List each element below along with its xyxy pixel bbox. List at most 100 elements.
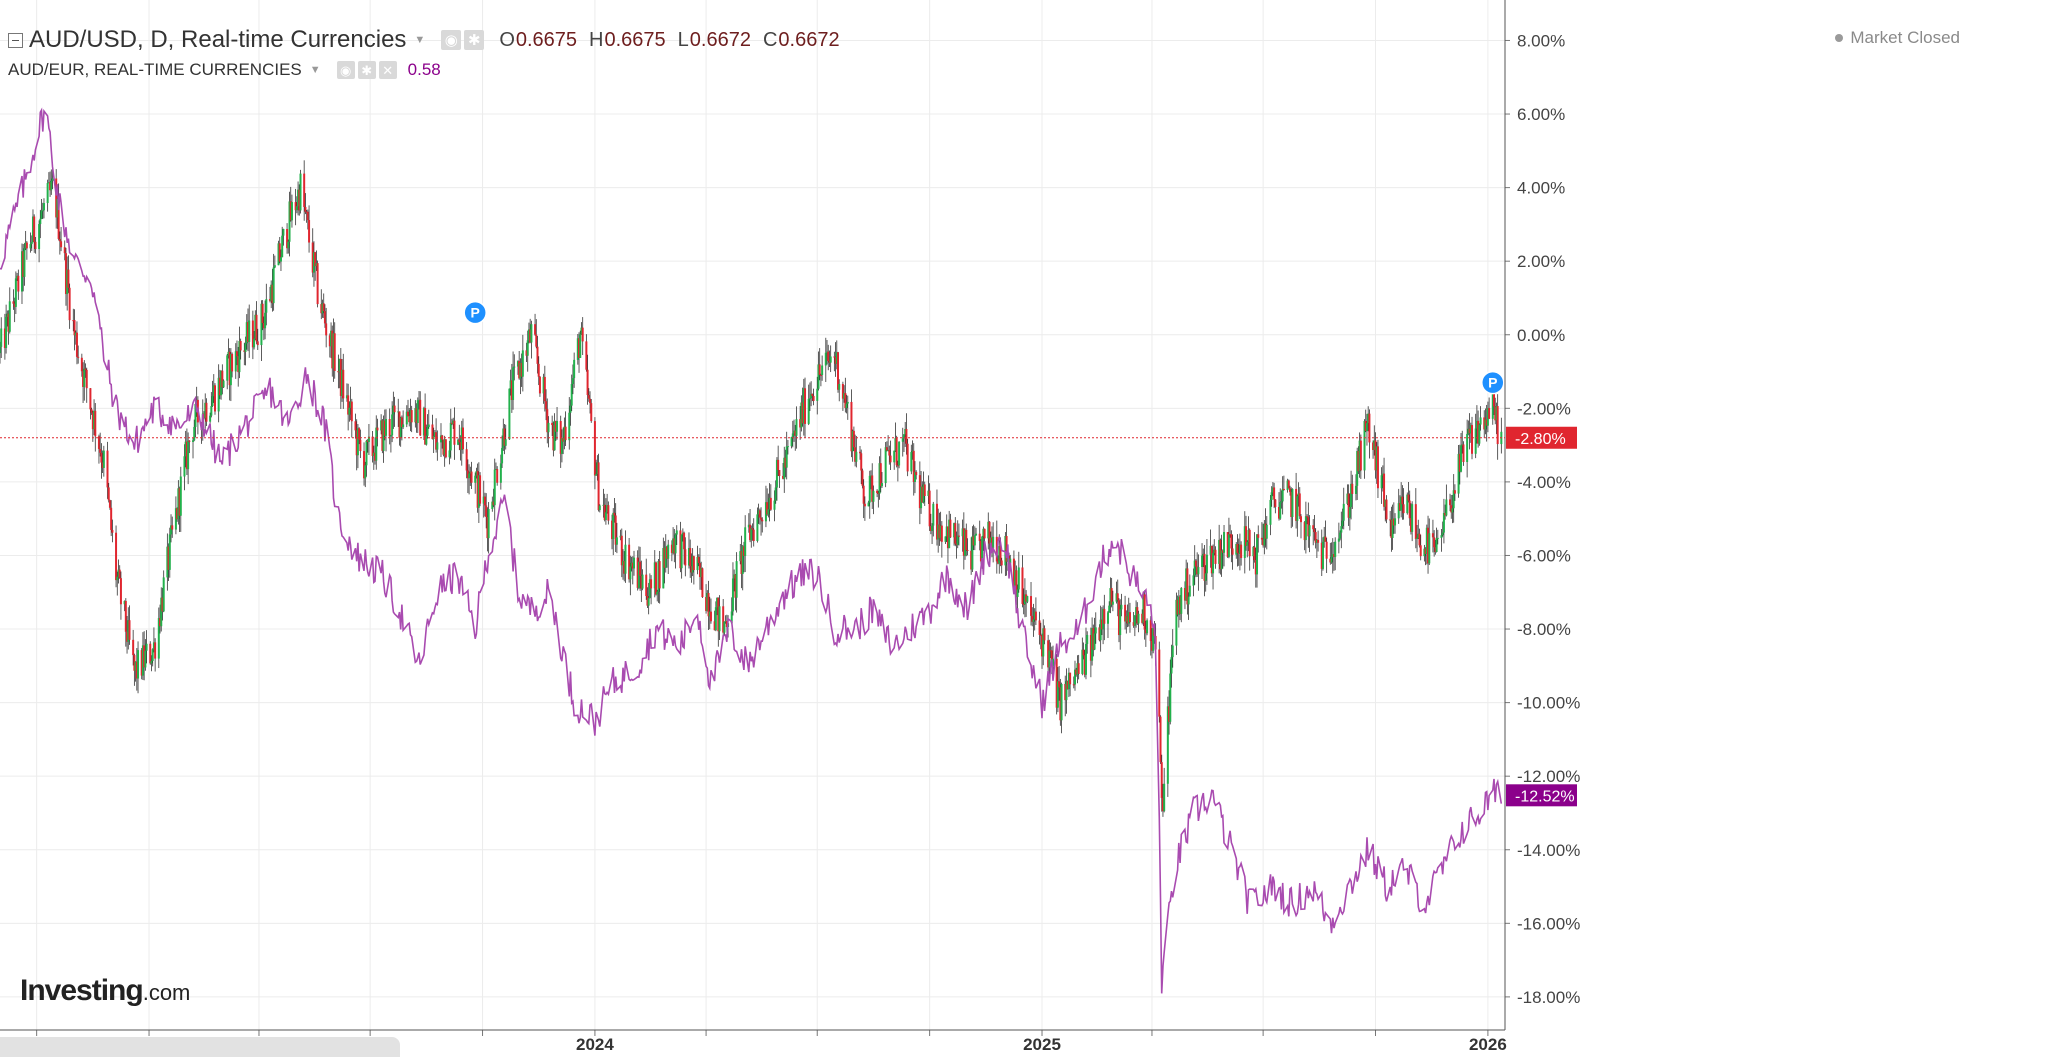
- candle-body: [376, 427, 379, 431]
- candle-body: [1363, 420, 1366, 471]
- candle-body: [1192, 575, 1195, 586]
- eye-icon[interactable]: ◉: [441, 30, 462, 50]
- candle-body: [443, 439, 446, 455]
- candle-body: [1218, 539, 1221, 564]
- candle-body: [1084, 643, 1087, 675]
- candle-body: [931, 525, 934, 531]
- candle-body: [516, 361, 519, 367]
- candle-body: [1348, 506, 1351, 518]
- candle-body: [1394, 518, 1397, 526]
- candle-body: [1457, 453, 1460, 494]
- candle-body: [427, 424, 430, 428]
- candle-body: [51, 178, 54, 181]
- y-tick-label: -16.00%: [1517, 914, 1580, 933]
- candle-body: [64, 253, 67, 295]
- candle-body: [957, 535, 960, 537]
- close-icon[interactable]: ✕: [378, 61, 397, 79]
- gear-icon[interactable]: ✱: [357, 61, 376, 79]
- candle-body: [415, 408, 418, 424]
- candle-body: [13, 303, 16, 307]
- candle-body: [1210, 545, 1213, 574]
- candle-body: [402, 424, 405, 428]
- candle-body: [41, 210, 44, 212]
- candle-body: [1488, 408, 1491, 419]
- candle-body: [1150, 641, 1153, 651]
- candle-body: [135, 661, 138, 679]
- candle-body: [449, 422, 452, 451]
- candle-body: [1098, 627, 1101, 641]
- candle-body: [408, 415, 411, 423]
- eye-icon[interactable]: ◉: [336, 61, 355, 79]
- candle-body: [99, 448, 102, 453]
- compare-series-title[interactable]: AUD/EUR, REAL-TIME CURRENCIES: [8, 60, 302, 79]
- candle-body: [63, 247, 66, 254]
- candle-body: [459, 442, 462, 450]
- candle-body: [1325, 541, 1328, 559]
- candle-body: [439, 435, 442, 443]
- candle-body: [1329, 558, 1332, 563]
- candle-body: [887, 449, 890, 451]
- candle-body: [722, 606, 725, 633]
- candle-body: [167, 546, 170, 570]
- candle-body: [93, 410, 96, 430]
- candle-body: [1341, 520, 1344, 527]
- candle-body: [1434, 547, 1437, 552]
- candle-body: [419, 399, 422, 436]
- main-series-title[interactable]: AUD/USD, D, Real-time Currencies: [29, 26, 407, 53]
- candle-body: [1372, 442, 1375, 450]
- candle-body: [868, 475, 871, 503]
- candle-body: [210, 406, 213, 416]
- candle-body: [255, 314, 258, 342]
- event-marker[interactable]: [1481, 370, 1505, 395]
- candle-body: [1428, 533, 1431, 564]
- candle-body: [57, 198, 60, 239]
- candle-body: [905, 428, 908, 444]
- candle-body: [1270, 492, 1273, 500]
- candle-body: [1375, 446, 1378, 471]
- candle-body: [821, 365, 824, 375]
- candle-body: [611, 520, 614, 540]
- candle-body: [663, 547, 666, 568]
- candle-body: [91, 412, 94, 430]
- candle-body: [906, 443, 909, 472]
- collapse-icon[interactable]: [8, 32, 23, 48]
- candle-body: [385, 419, 388, 436]
- candle-body: [152, 642, 155, 650]
- candle-body: [1419, 545, 1422, 557]
- series-layer: [0, 107, 1503, 994]
- candle-body: [496, 469, 499, 483]
- candle-body: [747, 524, 750, 528]
- candle-body: [1160, 762, 1163, 798]
- candle-body: [1005, 536, 1008, 562]
- candle-body: [718, 606, 721, 632]
- candle-body: [946, 526, 949, 549]
- candle-body: [38, 224, 41, 250]
- candle-body: [1179, 596, 1182, 614]
- candle-body: [287, 241, 290, 249]
- caret-down-icon[interactable]: ▼: [309, 64, 321, 76]
- event-marker[interactable]: [463, 300, 487, 325]
- candle-body: [645, 574, 648, 597]
- candle-body: [978, 533, 981, 541]
- candle-body: [1248, 529, 1251, 557]
- candle-body: [262, 323, 265, 329]
- candle-body: [80, 357, 83, 372]
- candle-body: [1116, 593, 1119, 601]
- horizontal-scrollbar[interactable]: [0, 1037, 400, 1057]
- candle-body: [315, 263, 318, 267]
- candle-body: [760, 517, 763, 520]
- caret-down-icon[interactable]: ▼: [414, 34, 426, 46]
- candle-body: [871, 475, 874, 502]
- candle-body: [775, 459, 778, 488]
- candle-body: [690, 566, 693, 573]
- candle-body: [55, 178, 58, 218]
- candle-body: [571, 378, 574, 384]
- candle-body: [508, 388, 511, 440]
- candle-body: [1280, 501, 1283, 503]
- candle-body: [1391, 518, 1394, 538]
- aud-eur-last-value: -12.52%: [1515, 788, 1575, 805]
- candle-body: [1317, 539, 1320, 543]
- gear-icon[interactable]: ✱: [464, 30, 485, 50]
- y-tick-label: -14.00%: [1517, 841, 1580, 860]
